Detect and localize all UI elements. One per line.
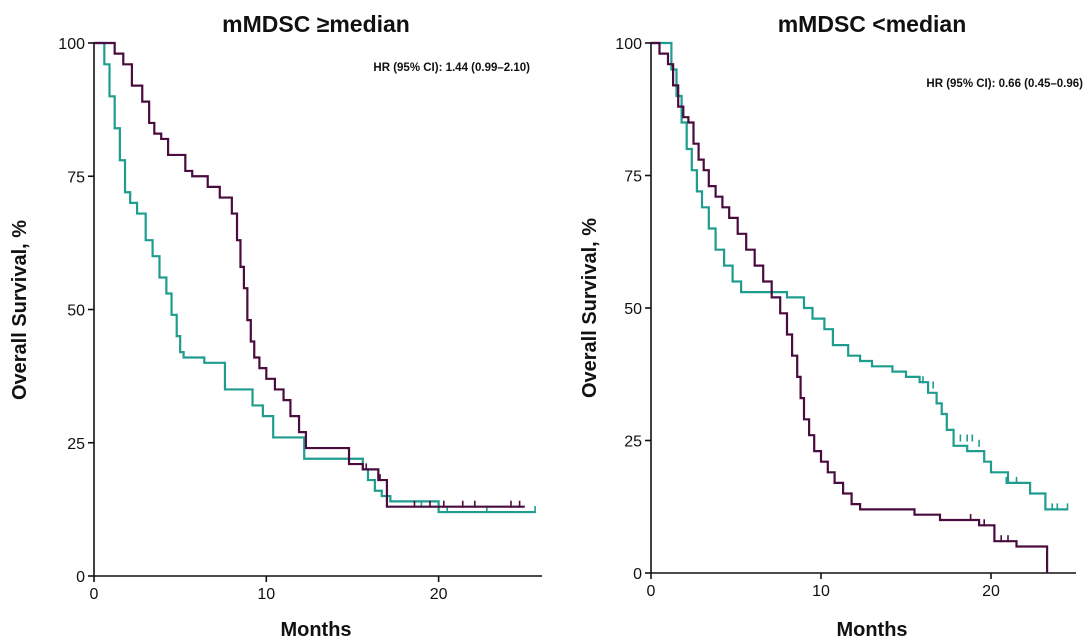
left-teal-survival-curve bbox=[94, 41, 536, 514]
right-y-tick-label: 75 bbox=[624, 169, 642, 186]
right-y-axis-label: Overall Survival, % bbox=[579, 218, 601, 398]
left-y-tick-label: 100 bbox=[58, 36, 85, 53]
left-x-tick-label: 10 bbox=[257, 586, 275, 603]
right-y-tick-label: 100 bbox=[615, 36, 642, 53]
right-chart-title: mMDSC <median bbox=[778, 11, 967, 37]
right-y-tick-label: 50 bbox=[624, 301, 642, 318]
right-km-panel: mMDSC <median HR (95% CI): 0.66 (0.45–0.… bbox=[579, 11, 1083, 641]
left-y-tick-label: 25 bbox=[67, 436, 85, 453]
right-teal-survival-curve bbox=[651, 41, 1068, 511]
left-y-tick-label: 0 bbox=[76, 569, 85, 586]
left-x-tick-label: 20 bbox=[430, 586, 448, 603]
right-hazard-ratio: HR (95% CI): 0.66 (0.45–0.96) bbox=[926, 78, 1083, 90]
right-y-tick-label: 25 bbox=[624, 434, 642, 451]
left-x-axis-label: Months bbox=[280, 619, 351, 641]
right-plot-area: 0 25 50 75 100 0 10 20 bbox=[615, 36, 1076, 600]
left-km-panel: mMDSC ≥median HR (95% CI): 1.44 (0.99–2.… bbox=[9, 11, 542, 641]
left-y-tick-label: 75 bbox=[67, 169, 85, 186]
left-x-tick-label: 0 bbox=[90, 586, 99, 603]
right-x-tick-label: 0 bbox=[647, 583, 656, 600]
right-x-axis-label: Months bbox=[836, 619, 907, 641]
left-hazard-ratio: HR (95% CI): 1.44 (0.99–2.10) bbox=[373, 62, 530, 74]
left-chart-title: mMDSC ≥median bbox=[222, 11, 410, 37]
left-y-axis-label: Overall Survival, % bbox=[9, 220, 31, 400]
right-purple-survival-curve bbox=[651, 41, 1049, 573]
right-y-tick-label: 0 bbox=[633, 566, 642, 583]
right-x-tick-label: 10 bbox=[812, 583, 830, 600]
left-purple-survival-curve bbox=[94, 41, 525, 508]
left-plot-area: 0 25 50 75 100 0 10 20 bbox=[58, 36, 542, 603]
right-x-tick-label: 20 bbox=[982, 583, 1000, 600]
left-y-tick-label: 50 bbox=[67, 303, 85, 320]
